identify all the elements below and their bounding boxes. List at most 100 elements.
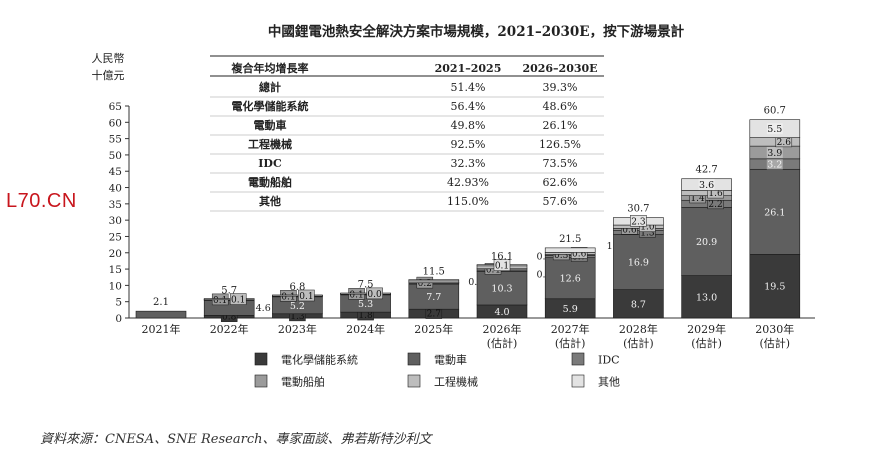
data-label: 0.4 — [486, 265, 501, 275]
legend-swatch — [407, 374, 421, 388]
y-unit-label-1: 人民幣 — [92, 52, 125, 65]
data-label-box — [229, 293, 247, 305]
table-cell: 其他 — [259, 194, 281, 208]
y-tick-label: 45 — [109, 166, 122, 178]
table-cell: 電動車 — [254, 118, 287, 132]
x-tick-label: 2025年 — [414, 322, 453, 336]
data-label-box — [630, 215, 647, 227]
bar-segment — [203, 298, 255, 301]
total-label: 5.7 — [221, 285, 237, 296]
table-cell: IDC — [258, 157, 282, 170]
legend-label: IDC — [598, 354, 620, 367]
total-label: 7.5 — [358, 280, 374, 291]
bar-segment — [544, 257, 596, 300]
y-tick-label: 5 — [115, 297, 122, 309]
data-label: 5.9 — [563, 304, 578, 315]
table-header-cell: 2021–2025 — [435, 62, 502, 75]
data-label: 0.1 — [495, 262, 509, 272]
y-tick-label: 35 — [109, 199, 122, 211]
data-label-box — [766, 146, 783, 158]
data-label: 2.6 — [777, 138, 792, 148]
y-tick-label: 20 — [109, 248, 122, 260]
y-tick-label: 10 — [109, 280, 122, 292]
data-label: 4.6 — [256, 303, 271, 314]
legend-swatch — [254, 352, 268, 366]
legend-swatch — [571, 352, 585, 366]
data-label: 0.4 — [536, 270, 551, 281]
legend-label: 其他 — [598, 376, 620, 389]
data-label: 0.1 — [299, 292, 313, 302]
bar-segment — [681, 195, 732, 201]
table-cell: 115.0% — [447, 195, 489, 208]
x-tick-label: (估計) — [760, 336, 791, 350]
legend-swatch — [407, 352, 421, 366]
data-label: 19.5 — [764, 282, 785, 293]
table-cell: 57.6% — [543, 195, 578, 208]
data-label-box — [298, 289, 315, 302]
data-label-box — [766, 158, 783, 170]
data-label: 1.8 — [358, 311, 373, 321]
legend-label: 工程機械 — [434, 375, 478, 389]
total-label: 42.7 — [695, 165, 717, 176]
total-label: 60.7 — [764, 106, 786, 117]
data-label: 5.5 — [767, 124, 782, 135]
table-cell: 42.93% — [447, 176, 489, 189]
x-tick-label: 2028年 — [619, 322, 658, 336]
y-unit-label-2: 十億元 — [92, 68, 125, 82]
data-label: 20.9 — [696, 237, 717, 248]
y-tick-label: 25 — [109, 231, 122, 243]
table-header-cell: 複合年均增長率 — [231, 61, 309, 75]
x-tick-label: 2021年 — [142, 322, 181, 336]
legend-label: 電動車 — [434, 353, 467, 367]
bar-segment — [613, 289, 664, 319]
data-label: 0.1 — [213, 296, 227, 306]
bar-segment — [408, 279, 460, 282]
data-label: 0.8 — [222, 313, 237, 323]
x-tick-label: 2027年 — [551, 322, 590, 336]
total-label: 11.5 — [423, 266, 445, 277]
bar-segment — [681, 275, 732, 319]
data-label: 5.3 — [358, 299, 373, 310]
data-label: 3.6 — [699, 180, 714, 191]
data-label: 3.9 — [767, 148, 782, 159]
data-label: 1.0 — [640, 223, 655, 233]
data-label-box — [766, 123, 783, 135]
data-label: 0.9 — [536, 251, 551, 262]
data-label: 12.6 — [560, 274, 581, 285]
data-label-box — [366, 287, 383, 300]
y-tick-label: 50 — [109, 150, 122, 162]
data-label: 1.3 — [290, 312, 305, 322]
total-label: 2.1 — [153, 297, 169, 308]
x-tick-label: 2023年 — [278, 322, 317, 336]
bar-segment — [749, 119, 801, 138]
bar-segment — [749, 168, 801, 255]
chart-title: 中國鋰電池熱安全解決方案市場規模，2021–2030E，按下游場景計 — [268, 23, 685, 40]
table-cell: 48.6% — [543, 100, 578, 113]
bar-segment — [203, 300, 255, 316]
total-label: 16.1 — [491, 251, 513, 262]
data-label: 4.0 — [494, 307, 509, 318]
table-header-cell: 2026–2030E — [522, 62, 597, 75]
y-tick-label: 60 — [109, 117, 122, 129]
data-label: 13.0 — [696, 292, 717, 303]
bar-segment — [613, 229, 664, 235]
bar-segment — [681, 190, 732, 196]
legend-swatch — [254, 374, 268, 388]
bar-segment — [135, 310, 187, 319]
table-cell: 電動船舶 — [248, 175, 292, 189]
bar-segment — [749, 254, 801, 319]
data-label: 0.6 — [468, 277, 483, 288]
data-label: 2.7 — [427, 310, 442, 320]
bar-segment — [272, 294, 323, 297]
bar-segment — [681, 178, 732, 191]
data-label: 1.6 — [708, 189, 723, 199]
table-cell: 39.3% — [543, 81, 578, 94]
table-cell: 32.3% — [451, 157, 486, 170]
table-cell: 51.4% — [451, 81, 486, 94]
y-tick-label: 40 — [109, 183, 122, 195]
data-label: 3.2 — [767, 160, 782, 171]
data-label-box — [698, 179, 715, 191]
data-label: 0.3 — [554, 251, 569, 261]
y-tick-label: 65 — [109, 101, 122, 113]
